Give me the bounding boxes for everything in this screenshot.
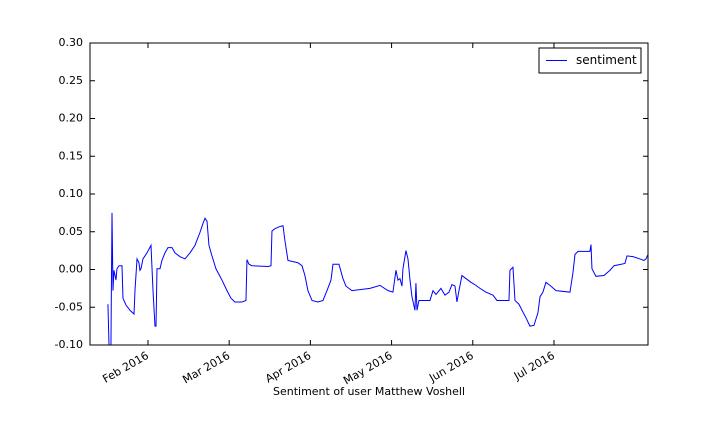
x-axis-label: Sentiment of user Matthew Voshell — [273, 385, 465, 398]
y-tick-label: 0.30 — [59, 36, 84, 49]
plot-frame — [89, 42, 649, 346]
legend-label: sentiment — [576, 53, 637, 67]
x-tick-label: Apr 2016 — [263, 349, 313, 386]
y-tick-label: 0.10 — [59, 187, 84, 200]
y-tick-label: 0.20 — [59, 112, 84, 125]
x-tick-label: Mar 2016 — [180, 349, 232, 386]
y-tick-label: -0.10 — [55, 338, 83, 351]
y-tick-label: 0.00 — [59, 263, 84, 276]
y-tick-label: 0.15 — [59, 149, 84, 162]
y-tick-label: -0.05 — [55, 300, 83, 313]
x-tick-label: Feb 2016 — [100, 349, 151, 386]
x-tick-label: Jul 2016 — [511, 349, 557, 383]
y-tick-label: 0.25 — [59, 74, 84, 87]
y-tick-label: 0.05 — [59, 225, 84, 238]
x-tick-label: Jun 2016 — [426, 349, 476, 385]
series-line — [107, 212, 648, 345]
x-tick-label: May 2016 — [341, 349, 394, 387]
